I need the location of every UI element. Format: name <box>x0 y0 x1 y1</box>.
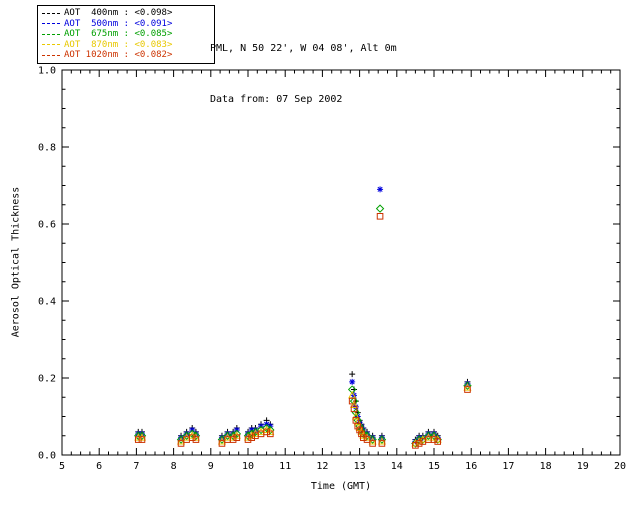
legend-item: AOT 400nm : <0.098> <box>42 8 210 19</box>
svg-text:17: 17 <box>502 461 514 472</box>
legend-item: AOT 675nm : <0.085> <box>42 29 210 40</box>
legend-line-sample-icon <box>42 44 60 46</box>
svg-text:7: 7 <box>133 461 139 472</box>
svg-text:12: 12 <box>316 461 328 472</box>
svg-text:0.0: 0.0 <box>38 451 56 462</box>
header-info: PML, N 50 22', W 04 08', Alt 0m Data fro… <box>210 6 397 142</box>
svg-text:0.8: 0.8 <box>38 143 56 154</box>
svg-text:8: 8 <box>171 461 177 472</box>
legend-label: AOT 870nm : <0.083> <box>64 39 173 50</box>
x-axis-label: Time (GMT) <box>310 481 372 492</box>
svg-text:5: 5 <box>59 461 65 472</box>
svg-text:16: 16 <box>465 461 477 472</box>
y-axis-label: Aerosol Optical Thickness <box>10 186 22 338</box>
svg-text:15: 15 <box>428 461 440 472</box>
legend: AOT 400nm : <0.098> AOT 500nm : <0.091> AO… <box>37 5 215 64</box>
svg-text:20: 20 <box>614 461 626 472</box>
legend-line-sample-icon <box>42 54 60 56</box>
legend-label: AOT 1020nm : <0.082> <box>64 50 173 60</box>
station-info: PML, N 50 22', W 04 08', Alt 0m <box>210 43 397 54</box>
legend-label: AOT 400nm : <0.098> <box>64 8 173 18</box>
svg-text:1.0: 1.0 <box>38 66 56 77</box>
legend-line-sample-icon <box>42 33 60 35</box>
legend-line-sample-icon <box>42 12 60 14</box>
svg-text:18: 18 <box>540 461 552 472</box>
svg-text:6: 6 <box>96 461 102 472</box>
legend-item: AOT 500nm : <0.091> <box>42 19 210 30</box>
svg-text:9: 9 <box>208 461 214 472</box>
legend-label: AOT 500nm : <0.091> <box>64 18 173 29</box>
svg-text:13: 13 <box>354 461 366 472</box>
legend-item: AOT 870nm : <0.083> <box>42 40 210 51</box>
svg-text:11: 11 <box>279 461 291 472</box>
svg-text:19: 19 <box>577 461 589 472</box>
svg-text:10: 10 <box>242 461 254 472</box>
data-date: Data from: 07 Sep 2002 <box>210 94 343 105</box>
svg-text:0.2: 0.2 <box>38 374 56 385</box>
legend-line-sample-icon <box>42 23 60 25</box>
legend-item: AOT 1020nm : <0.082> <box>42 50 210 61</box>
legend-label: AOT 675nm : <0.085> <box>64 29 173 39</box>
svg-text:0.6: 0.6 <box>38 220 56 231</box>
svg-text:0.4: 0.4 <box>38 297 56 308</box>
svg-text:14: 14 <box>391 461 403 472</box>
